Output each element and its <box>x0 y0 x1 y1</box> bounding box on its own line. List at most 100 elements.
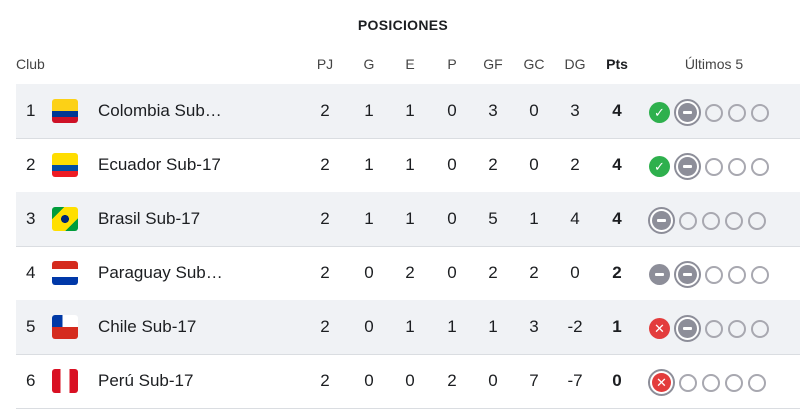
empty-result-icon <box>751 157 769 176</box>
latest-result-icon[interactable] <box>648 207 675 234</box>
paraguay-flag-icon <box>52 261 78 285</box>
last-5-results <box>648 261 770 288</box>
empty-result-icon <box>705 265 723 284</box>
dg-value: 2 <box>570 155 580 174</box>
empty-result-icon <box>728 103 746 122</box>
empty-result-icon <box>702 373 720 392</box>
latest-result-icon[interactable] <box>674 315 701 342</box>
pts-value: 0 <box>612 371 622 390</box>
empty-result-icon <box>748 211 766 230</box>
e-value: 2 <box>405 263 415 282</box>
g-value: 0 <box>364 317 374 336</box>
position: 5 <box>26 317 36 336</box>
g-value: 1 <box>364 101 374 120</box>
empty-result-icon <box>725 211 743 230</box>
pj-value: 2 <box>320 101 330 120</box>
e-value: 1 <box>405 101 415 120</box>
gc-value: 3 <box>529 317 539 336</box>
gf-value: 5 <box>488 209 498 228</box>
pts-value: 4 <box>612 155 622 174</box>
dg-value: 4 <box>570 209 580 228</box>
pj-value: 2 <box>320 263 330 282</box>
g-value: 1 <box>364 155 374 174</box>
table-row[interactable]: 6 Perú Sub-17 2 0 0 2 0 7 -7 0 ✕ <box>16 354 800 409</box>
header-gc: GC <box>523 56 545 72</box>
draw-icon <box>678 265 697 284</box>
latest-result-icon[interactable] <box>674 99 701 126</box>
position: 3 <box>26 209 36 228</box>
empty-result-icon <box>751 319 769 338</box>
dg-value: 3 <box>570 101 580 120</box>
chile-flag-icon <box>52 315 78 339</box>
dg-value: 0 <box>570 263 580 282</box>
club-name[interactable]: Colombia Sub… <box>98 101 222 120</box>
g-value: 1 <box>364 209 374 228</box>
last-5-results: ✕ <box>648 369 767 396</box>
header-gf: GF <box>483 56 503 72</box>
last-5-results: ✕ <box>648 315 770 342</box>
club-name[interactable]: Paraguay Sub… <box>98 263 223 282</box>
last-5-results: ✓ <box>648 99 770 126</box>
table-row[interactable]: 5 Chile Sub-17 2 0 1 1 1 3 -2 1 ✕ <box>16 300 800 355</box>
loss-icon: ✕ <box>652 373 671 392</box>
header-last5: Últimos 5 <box>684 56 744 72</box>
p-value: 2 <box>447 371 457 390</box>
empty-result-icon <box>702 211 720 230</box>
empty-result-icon <box>725 373 743 392</box>
position: 1 <box>26 101 36 120</box>
draw-icon <box>678 319 697 338</box>
draw-icon <box>652 211 671 230</box>
table-header: Club PJ G E P GF GC DG Pts Últimos 5 <box>0 56 800 76</box>
p-value: 0 <box>447 155 457 174</box>
g-value: 0 <box>364 263 374 282</box>
dg-value: -7 <box>567 371 583 390</box>
pj-value: 2 <box>320 371 330 390</box>
empty-result-icon <box>679 373 697 392</box>
latest-result-icon[interactable]: ✕ <box>648 369 675 396</box>
table-row[interactable]: 1 Colombia Sub… 2 1 1 0 3 0 3 4 ✓ <box>16 84 800 139</box>
last-5-results: ✓ <box>648 153 770 180</box>
gc-value: 0 <box>529 155 539 174</box>
club-name[interactable]: Perú Sub-17 <box>98 371 194 390</box>
gf-value: 2 <box>488 263 498 282</box>
peru-flag-icon <box>52 369 78 393</box>
header-p: P <box>447 56 457 72</box>
standings-title: POSICIONES <box>357 17 449 33</box>
pts-value: 4 <box>612 209 622 228</box>
pj-value: 2 <box>320 317 330 336</box>
header-club: Club <box>16 56 45 72</box>
p-value: 0 <box>447 101 457 120</box>
colombia-flag-icon <box>52 99 78 123</box>
table-row[interactable]: 4 Paraguay Sub… 2 0 2 0 2 2 0 2 <box>16 246 800 301</box>
g-value: 0 <box>364 371 374 390</box>
p-value: 0 <box>447 209 457 228</box>
dg-value: -2 <box>567 317 583 336</box>
pj-value: 2 <box>320 155 330 174</box>
header-pj: PJ <box>316 56 334 72</box>
pts-value: 2 <box>612 263 622 282</box>
empty-result-icon <box>705 319 723 338</box>
empty-result-icon <box>728 319 746 338</box>
latest-result-icon[interactable] <box>674 153 701 180</box>
gc-value: 7 <box>529 371 539 390</box>
header-dg: DG <box>564 56 586 72</box>
club-name[interactable]: Chile Sub-17 <box>98 317 197 336</box>
club-name[interactable]: Brasil Sub-17 <box>98 209 201 228</box>
empty-result-icon <box>705 103 723 122</box>
empty-result-icon <box>751 265 769 284</box>
table-row[interactable]: 2 Ecuador Sub-17 2 1 1 0 2 0 2 4 ✓ <box>16 138 800 193</box>
position: 4 <box>26 263 36 282</box>
header-pts: Pts <box>606 56 628 72</box>
gc-value: 2 <box>529 263 539 282</box>
empty-result-icon <box>748 373 766 392</box>
draw-icon <box>678 157 697 176</box>
latest-result-icon[interactable] <box>674 261 701 288</box>
pts-value: 1 <box>612 317 622 336</box>
header-e: E <box>405 56 415 72</box>
gc-value: 0 <box>529 101 539 120</box>
p-value: 0 <box>447 263 457 282</box>
gf-value: 0 <box>488 371 498 390</box>
club-name[interactable]: Ecuador Sub-17 <box>98 155 221 174</box>
table-row[interactable]: 3 Brasil Sub-17 2 1 1 0 5 1 4 4 <box>16 192 800 247</box>
brasil-flag-icon <box>52 207 78 231</box>
